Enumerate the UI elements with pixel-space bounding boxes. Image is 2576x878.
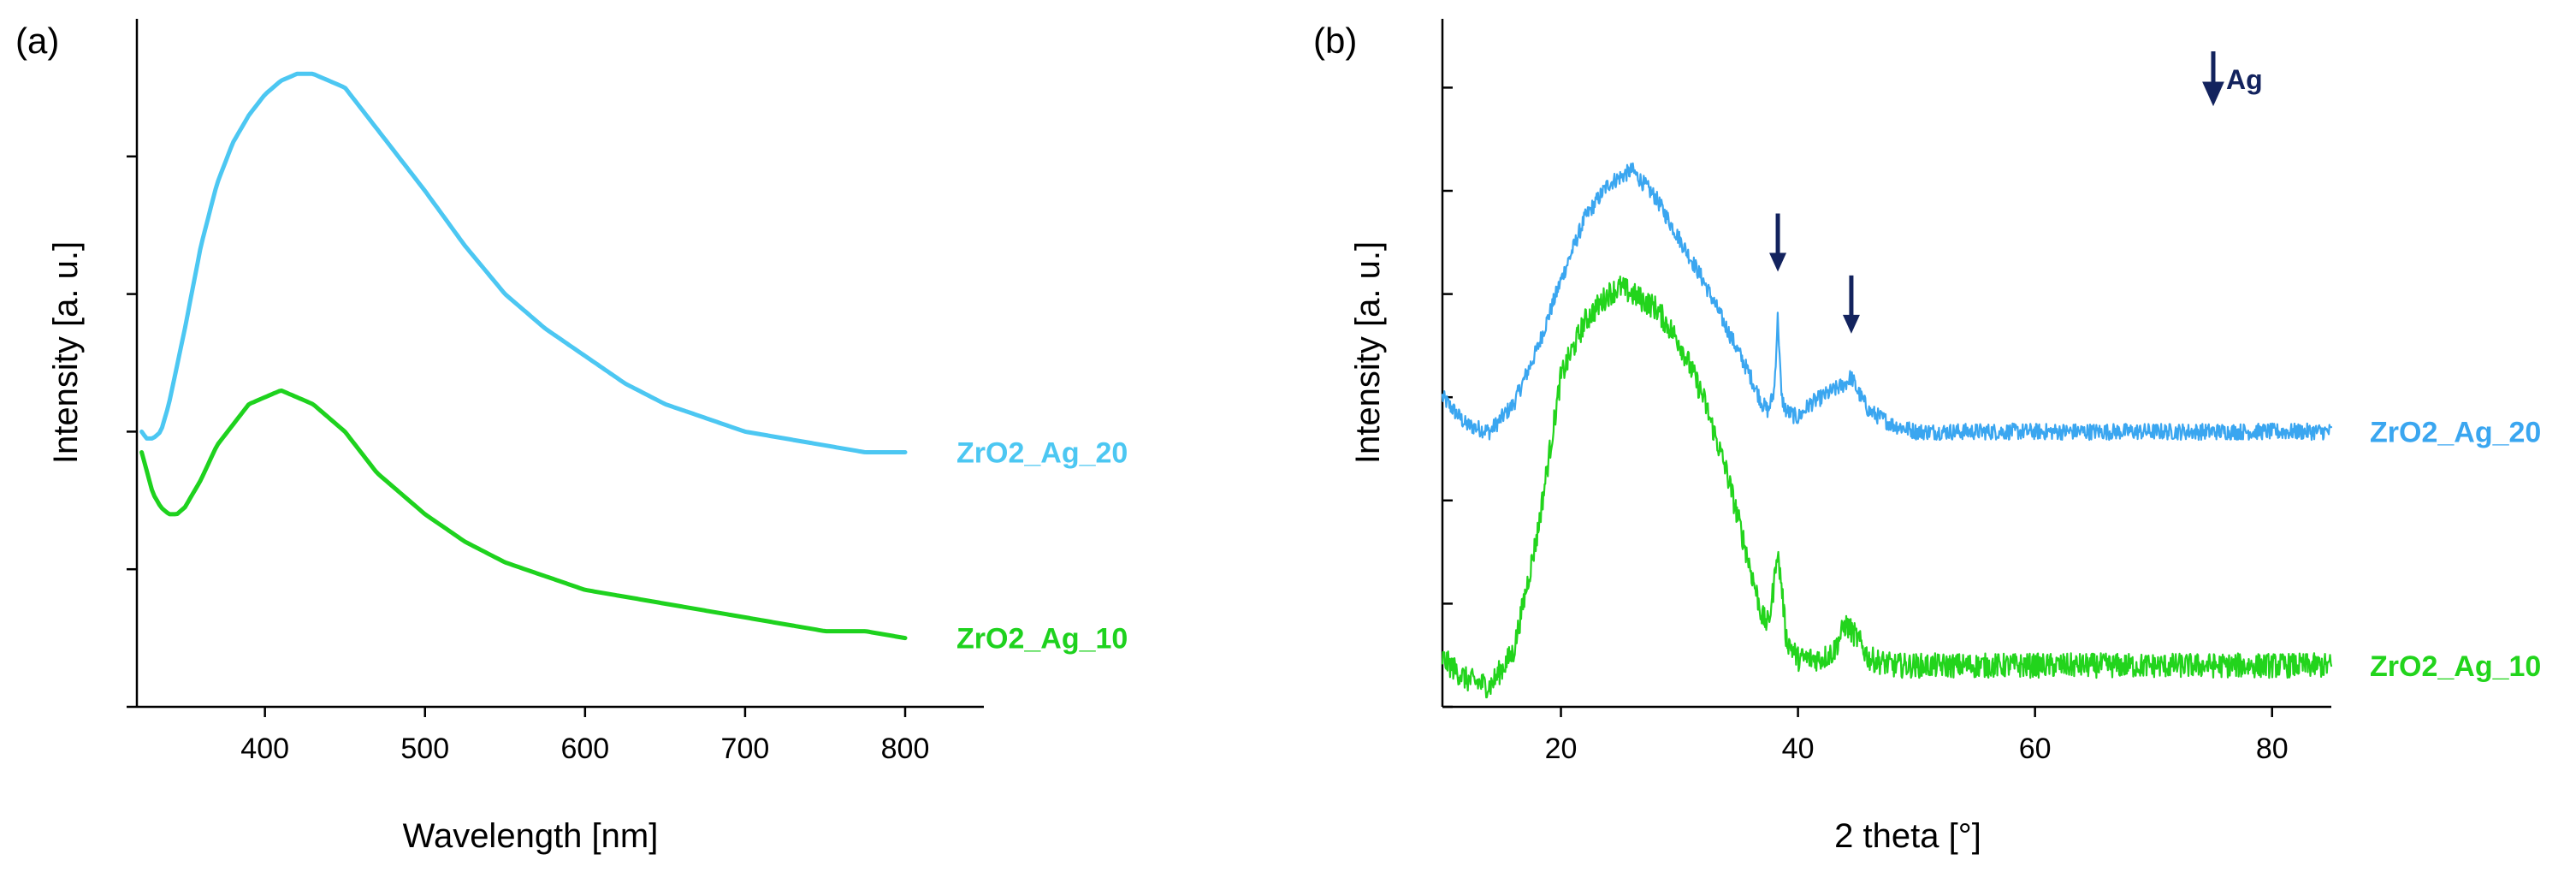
x-tick-label: 600 bbox=[560, 733, 609, 765]
series-label-zro2-ag-20: ZrO2_Ag_20 bbox=[956, 437, 1128, 470]
x-tick-label: 20 bbox=[1545, 733, 1578, 765]
panel-b-y-axis-title: Intensity [a. u.] bbox=[1349, 241, 1387, 464]
panel-a-chart: (a) 400 500 600 700 800 ZrO2_Ag_20 ZrO2_Ag_10… bbox=[15, 19, 1128, 855]
panel-b-chart: (b) 20 40 60 80 ZrO2_Ag_20 ZrO2_Ag_10 Ag 2 t… bbox=[1313, 19, 2541, 855]
x-tick-label: 800 bbox=[881, 733, 930, 765]
x-tick-label: 60 bbox=[2019, 733, 2052, 765]
legend-arrow-down-icon bbox=[2202, 51, 2224, 107]
series-line-zro2-ag-20 bbox=[139, 71, 908, 454]
legend-label: Ag bbox=[2226, 64, 2263, 95]
panel-a-x-ticks: 400 500 600 700 800 bbox=[240, 707, 929, 765]
x-tick-label: 400 bbox=[240, 733, 289, 765]
panel-b-x-ticks: 20 40 60 80 bbox=[1545, 707, 2289, 765]
series-line-zro2-ag-10 bbox=[1441, 276, 2333, 699]
x-tick-label: 40 bbox=[1782, 733, 1815, 765]
series-label-zro2-ag-20: ZrO2_Ag_20 bbox=[2370, 416, 2541, 448]
panel-b-series-labels: ZrO2_Ag_20 ZrO2_Ag_10 bbox=[2370, 416, 2541, 682]
panel-a-y-axis-title: Intensity [a. u.] bbox=[47, 241, 85, 464]
x-tick-label: 700 bbox=[721, 733, 770, 765]
panel-b-series bbox=[1441, 162, 2333, 699]
series-label-zro2-ag-10: ZrO2_Ag_10 bbox=[956, 623, 1128, 656]
panel-b-label: (b) bbox=[1313, 21, 1357, 61]
x-tick-label: 80 bbox=[2256, 733, 2289, 765]
panel-a-series-labels: ZrO2_Ag_20 ZrO2_Ag_10 bbox=[956, 437, 1128, 656]
series-label-zro2-ag-10: ZrO2_Ag_10 bbox=[2370, 650, 2541, 683]
arrow-head-icon bbox=[1842, 314, 1860, 334]
panel-a-x-axis-title: Wavelength [nm] bbox=[403, 817, 659, 855]
panel-b-legend: Ag bbox=[2202, 51, 2263, 107]
panel-a-y-ticks bbox=[127, 155, 137, 709]
panel-b-peak-markers bbox=[1769, 213, 1860, 334]
panel-a-label: (a) bbox=[15, 21, 59, 61]
series-line-zro2-ag-10 bbox=[139, 389, 908, 641]
panel-a-series bbox=[139, 71, 908, 641]
x-tick-label: 500 bbox=[400, 733, 449, 765]
arrow-head-icon bbox=[1769, 252, 1787, 272]
panel-b-x-axis-title: 2 theta [°] bbox=[1834, 817, 1981, 855]
series-line-zro2-ag-20 bbox=[1441, 162, 2333, 442]
